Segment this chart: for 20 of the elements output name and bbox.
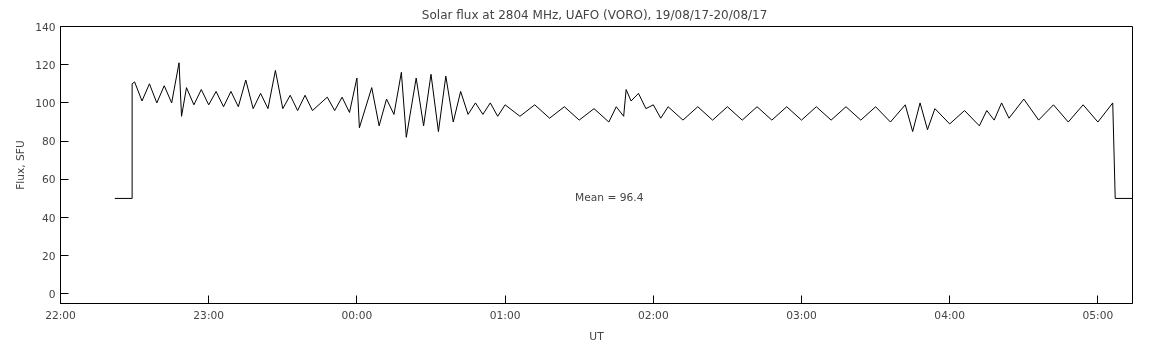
- chart-title: Solar flux at 2804 MHz, UAFO (VORO), 19/08/17-20/08/17: [421, 7, 768, 22]
- y-tick-label: 20: [41, 249, 56, 263]
- y-tick-label: 140: [35, 20, 56, 34]
- x-axis-title: UT: [589, 329, 605, 343]
- y-axis-title: Flux, SFU: [14, 140, 28, 190]
- annotation: Mean = 96.4: [574, 190, 644, 204]
- x-tick-label: 02:00: [637, 308, 669, 322]
- y-tick-label: 0: [48, 287, 56, 301]
- x-tick-label: 00:00: [341, 308, 373, 322]
- y-tick-label: 120: [35, 58, 56, 72]
- y-tick-label: 40: [41, 211, 56, 225]
- x-tick-label: 03:00: [786, 308, 818, 322]
- y-tick-label: 100: [35, 96, 56, 110]
- x-tick-label: 04:00: [934, 308, 966, 322]
- x-tick-label: 22:00: [45, 308, 77, 322]
- y-tick-label: 60: [41, 173, 56, 187]
- x-tick-label: 01:00: [489, 308, 521, 322]
- x-tick-label: 23:00: [193, 308, 225, 322]
- y-tick-label: 80: [41, 135, 56, 149]
- x-tick-label: 05:00: [1082, 308, 1114, 322]
